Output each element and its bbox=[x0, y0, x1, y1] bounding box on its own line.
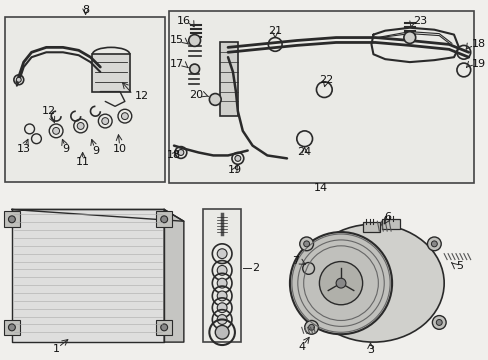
Circle shape bbox=[308, 324, 314, 330]
Bar bbox=[156, 320, 172, 335]
Text: 9: 9 bbox=[92, 145, 99, 156]
Text: 18: 18 bbox=[166, 150, 181, 161]
Text: 11: 11 bbox=[76, 157, 89, 167]
Circle shape bbox=[8, 216, 15, 223]
Bar bbox=[220, 42, 237, 116]
Circle shape bbox=[234, 156, 240, 161]
Text: 15: 15 bbox=[169, 36, 183, 45]
Circle shape bbox=[217, 303, 226, 312]
Circle shape bbox=[209, 94, 221, 105]
Bar bbox=[4, 320, 20, 335]
Bar bbox=[4, 211, 20, 227]
Circle shape bbox=[102, 118, 108, 125]
Polygon shape bbox=[164, 210, 183, 342]
Text: 21: 21 bbox=[267, 26, 282, 36]
Text: 20: 20 bbox=[189, 90, 203, 99]
Text: 12: 12 bbox=[134, 91, 148, 102]
Circle shape bbox=[217, 249, 226, 258]
Circle shape bbox=[217, 265, 226, 275]
Circle shape bbox=[435, 320, 441, 325]
Bar bbox=[5, 17, 165, 182]
Text: 22: 22 bbox=[319, 75, 333, 85]
Text: 23: 23 bbox=[412, 16, 426, 26]
Circle shape bbox=[431, 316, 445, 329]
Circle shape bbox=[289, 232, 391, 334]
Text: 18: 18 bbox=[471, 40, 485, 49]
Circle shape bbox=[77, 122, 84, 129]
Circle shape bbox=[335, 278, 345, 288]
Text: 3: 3 bbox=[366, 345, 373, 355]
Text: 7: 7 bbox=[291, 256, 298, 266]
Circle shape bbox=[161, 216, 167, 223]
Circle shape bbox=[8, 324, 15, 331]
Circle shape bbox=[303, 241, 309, 247]
Circle shape bbox=[215, 325, 228, 339]
Circle shape bbox=[430, 241, 436, 247]
Bar bbox=[169, 11, 473, 183]
Text: 14: 14 bbox=[314, 183, 328, 193]
Text: 10: 10 bbox=[113, 144, 127, 154]
Bar bbox=[362, 222, 380, 232]
Bar bbox=[203, 210, 240, 342]
Ellipse shape bbox=[302, 224, 443, 342]
Circle shape bbox=[53, 127, 60, 134]
Text: 17: 17 bbox=[169, 59, 183, 69]
Text: 4: 4 bbox=[298, 342, 305, 352]
Circle shape bbox=[161, 324, 167, 331]
Circle shape bbox=[188, 35, 200, 46]
Circle shape bbox=[319, 262, 362, 305]
Circle shape bbox=[427, 237, 440, 251]
Text: 6: 6 bbox=[384, 212, 391, 222]
Circle shape bbox=[16, 77, 21, 82]
Text: 19: 19 bbox=[471, 59, 485, 69]
Circle shape bbox=[178, 149, 183, 156]
Circle shape bbox=[302, 262, 314, 274]
Text: 19: 19 bbox=[227, 165, 242, 175]
Bar bbox=[382, 219, 399, 229]
Text: 1: 1 bbox=[53, 344, 60, 354]
Circle shape bbox=[304, 320, 318, 334]
Bar bbox=[92, 54, 129, 91]
Text: 16: 16 bbox=[176, 16, 190, 26]
Text: 13: 13 bbox=[17, 144, 31, 154]
Text: 5: 5 bbox=[455, 261, 462, 271]
Text: 8: 8 bbox=[82, 5, 89, 15]
Text: 24: 24 bbox=[297, 148, 311, 157]
Text: 2: 2 bbox=[252, 264, 259, 273]
Circle shape bbox=[217, 291, 226, 301]
Circle shape bbox=[299, 237, 313, 251]
Circle shape bbox=[403, 32, 415, 44]
Circle shape bbox=[217, 278, 226, 288]
Circle shape bbox=[189, 64, 199, 74]
Text: 9: 9 bbox=[62, 144, 69, 154]
Circle shape bbox=[217, 315, 226, 324]
Bar bbox=[156, 211, 172, 227]
Polygon shape bbox=[12, 210, 164, 342]
Circle shape bbox=[121, 113, 128, 120]
Text: 12: 12 bbox=[42, 106, 56, 116]
